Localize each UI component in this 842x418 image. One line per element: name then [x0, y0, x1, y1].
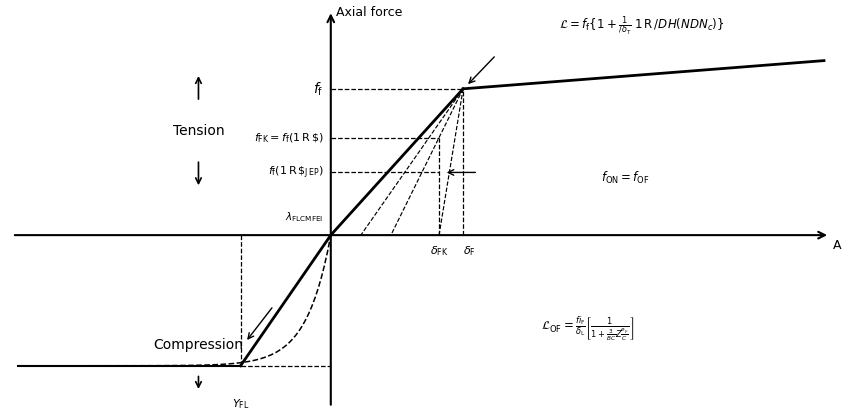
Text: $\mathcal{L} = \mathit{f}_\mathrm{f} \{1 + \frac{1}{/\delta_\mathrm{T}}\;1\,\mat: $\mathcal{L} = \mathit{f}_\mathrm{f} \{1… — [559, 15, 725, 38]
Text: $\mathit{\delta}_\mathrm{FK}$: $\mathit{\delta}_\mathrm{FK}$ — [429, 245, 448, 258]
Text: $\mathit{\lambda}_\mathrm{FLCMFEI}$: $\mathit{\lambda}_\mathrm{FLCMFEI}$ — [285, 210, 323, 224]
Text: $\mathit{f}_\mathrm{f}$: $\mathit{f}_\mathrm{f}$ — [313, 80, 323, 97]
Text: $\mathit{Y}_\mathrm{FL}$: $\mathit{Y}_\mathrm{FL}$ — [232, 397, 249, 411]
Text: $\mathit{f}_\mathrm{ON} = \mathit{f}_\mathrm{OF}$: $\mathit{f}_\mathrm{ON} = \mathit{f}_\ma… — [601, 170, 650, 186]
Text: $\mathit{f}_\mathrm{FK} = \mathit{f}_\mathrm{f}(1\,\mathrm{R}\,\$)$: $\mathit{f}_\mathrm{FK} = \mathit{f}_\ma… — [254, 132, 323, 145]
Text: Compression: Compression — [153, 338, 243, 352]
Text: $\mathit{\delta}_\mathrm{F}$: $\mathit{\delta}_\mathrm{F}$ — [463, 245, 476, 258]
Text: $\mathcal{L}_\mathrm{OF} = \frac{fi_\mathrm{F}}{\delta_\mathrm{L}}\left[\frac{1}: $\mathcal{L}_\mathrm{OF} = \frac{fi_\mat… — [541, 315, 635, 344]
Text: Tension: Tension — [173, 124, 224, 138]
Text: $\mathit{f}_\mathrm{f}(1\,\mathrm{R}\,\$_\mathrm{J\,EP})$: $\mathit{f}_\mathrm{f}(1\,\mathrm{R}\,\$… — [268, 164, 323, 181]
Text: Axial deformation: Axial deformation — [833, 239, 842, 252]
Text: Axial force: Axial force — [336, 6, 402, 19]
